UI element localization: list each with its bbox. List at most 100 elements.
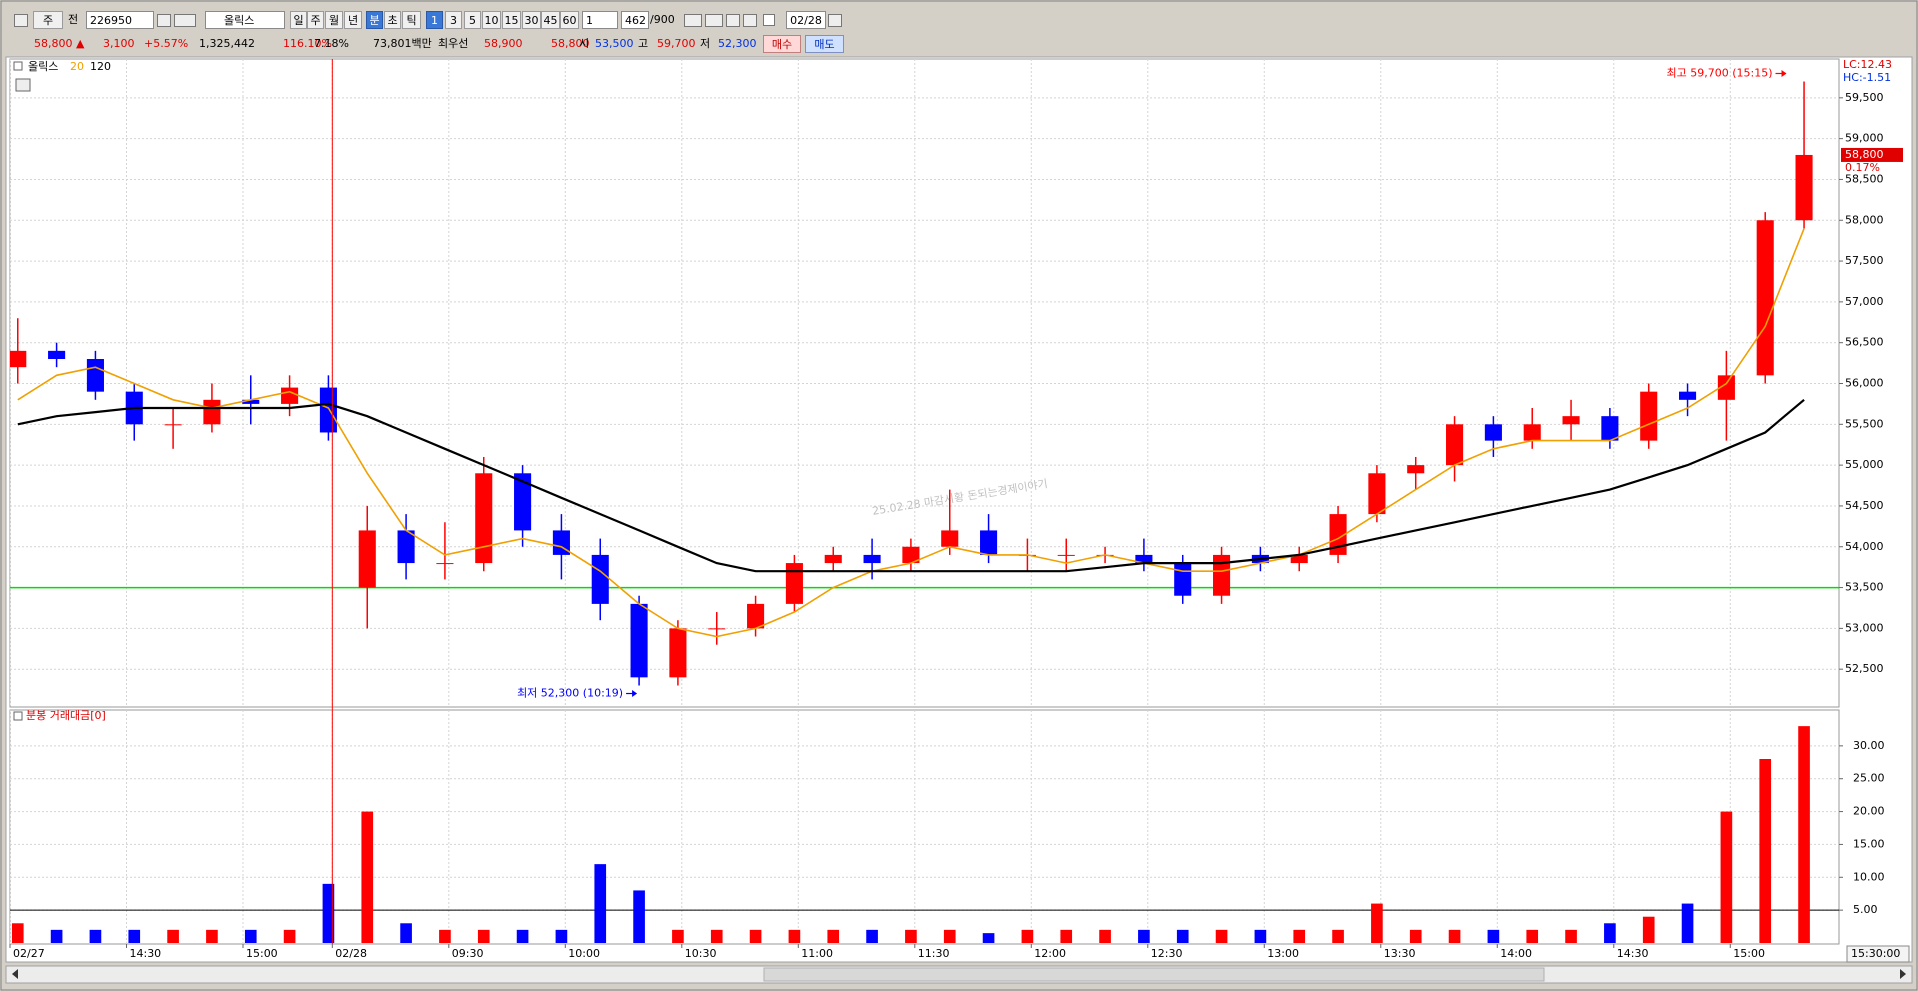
y-tick-label: 56,500 bbox=[1845, 336, 1884, 349]
turnover: 7.18% bbox=[314, 37, 349, 50]
x-tick-label: 02/27 bbox=[13, 947, 45, 960]
annotation: 최고 59,700 (15:15) bbox=[1667, 66, 1773, 79]
y-tick-label: 15.00 bbox=[1853, 837, 1885, 850]
x-tick-label: 14:30 bbox=[129, 947, 161, 960]
panel-tool[interactable] bbox=[15, 78, 31, 92]
legend-ma20: 20 bbox=[70, 60, 84, 73]
scroll-left[interactable] bbox=[12, 969, 18, 979]
x-tick-label: 11:00 bbox=[801, 947, 833, 960]
scroll-right[interactable] bbox=[1900, 969, 1906, 979]
low-price: 52,300 bbox=[718, 37, 757, 50]
trade-value: 73,801백만 bbox=[373, 37, 432, 50]
tool-icon[interactable] bbox=[684, 14, 702, 27]
y-tick-label: 55,500 bbox=[1845, 417, 1884, 430]
scroll-thumb[interactable] bbox=[763, 967, 1545, 982]
interval-button[interactable]: 30 bbox=[522, 11, 541, 29]
stock-code[interactable]: 226950 bbox=[86, 11, 154, 29]
buy-button[interactable]: 매수 bbox=[763, 35, 801, 53]
period-day[interactable]: 일 bbox=[290, 11, 307, 29]
open-label: 시 bbox=[579, 37, 590, 50]
sound-icon[interactable] bbox=[174, 14, 196, 27]
low-label: 저 bbox=[700, 37, 711, 50]
candle-body bbox=[281, 387, 299, 404]
candle-body bbox=[358, 530, 376, 588]
checkbox[interactable] bbox=[763, 14, 775, 26]
candle-body bbox=[10, 350, 27, 368]
volume-bar bbox=[477, 929, 490, 943]
volume-bar bbox=[244, 929, 257, 943]
annotation-arrowhead bbox=[1781, 69, 1787, 77]
volume-ratio: 116.10% bbox=[283, 37, 332, 50]
interval-button[interactable]: 5 bbox=[464, 11, 481, 29]
x-tick-label: 13:00 bbox=[1267, 947, 1299, 960]
volume-bar bbox=[672, 929, 684, 943]
stock-name[interactable]: 올릭스 bbox=[205, 11, 285, 29]
y-tick-label: 25.00 bbox=[1853, 772, 1885, 785]
period-second[interactable]: 초 bbox=[384, 11, 401, 29]
volume-bar bbox=[516, 929, 529, 943]
high-label: 고 bbox=[638, 37, 649, 50]
volume-panel bbox=[9, 709, 1840, 945]
time-cursor-box bbox=[1846, 945, 1910, 963]
volume-bar bbox=[788, 929, 801, 943]
panel-icon[interactable] bbox=[13, 711, 23, 721]
bar-count[interactable]: 462 bbox=[621, 11, 649, 29]
candle-body bbox=[436, 563, 454, 565]
candle-body bbox=[1174, 563, 1192, 596]
ma-line bbox=[17, 228, 1805, 638]
search-icon[interactable] bbox=[157, 14, 171, 27]
interval-select[interactable]: 1 bbox=[582, 11, 618, 29]
interval-button[interactable]: 60 bbox=[560, 11, 579, 29]
interval-button[interactable]: 10 bbox=[482, 11, 501, 29]
date-input[interactable]: 02/28 bbox=[786, 11, 826, 29]
volume-bar bbox=[167, 929, 179, 943]
candle-body bbox=[1135, 554, 1153, 564]
tool-icon[interactable] bbox=[705, 14, 723, 27]
interval-button[interactable]: 1 bbox=[426, 11, 443, 29]
volume-bar bbox=[206, 929, 218, 943]
volume-bar bbox=[827, 929, 840, 943]
calendar-icon[interactable] bbox=[828, 14, 842, 27]
panel-icon[interactable] bbox=[13, 61, 23, 71]
best-ask: 58,900 bbox=[484, 37, 523, 50]
interval-button[interactable]: 45 bbox=[541, 11, 560, 29]
x-tick-label: 10:00 bbox=[568, 947, 600, 960]
sell-button[interactable]: 매도 bbox=[805, 35, 844, 53]
candle-body bbox=[591, 554, 609, 604]
volume-bar bbox=[1138, 929, 1150, 943]
candle-body bbox=[941, 530, 959, 547]
period-minute[interactable]: 분 bbox=[366, 11, 383, 29]
x-tick-label: 14:00 bbox=[1500, 947, 1532, 960]
volume: 1,325,442 bbox=[199, 37, 255, 50]
volume-bar bbox=[1332, 929, 1344, 943]
y-tick-label: 53,000 bbox=[1845, 621, 1884, 634]
tool-icon[interactable] bbox=[14, 14, 28, 27]
period-select[interactable]: 주 bbox=[33, 11, 63, 29]
period-week[interactable]: 주 bbox=[307, 11, 324, 29]
x-tick-label: 15:00 bbox=[1733, 947, 1765, 960]
last-change: 0.17% bbox=[1845, 161, 1880, 174]
save-icon[interactable] bbox=[726, 14, 740, 27]
volume-title: 분봉 거래대금[0] bbox=[26, 709, 106, 722]
period-tick[interactable]: 틱 bbox=[402, 11, 421, 29]
volume-bar bbox=[1215, 929, 1228, 943]
volume-bar bbox=[1526, 929, 1539, 943]
volume-bar bbox=[1487, 929, 1500, 943]
x-tick-label: 02/28 bbox=[335, 947, 367, 960]
y-tick-label: 59,500 bbox=[1845, 91, 1884, 104]
interval-button[interactable]: 15 bbox=[502, 11, 521, 29]
annotation-arrowhead bbox=[632, 690, 638, 698]
volume-bar bbox=[594, 864, 607, 943]
candle-body bbox=[397, 530, 415, 564]
settings-icon[interactable] bbox=[743, 14, 757, 27]
volume-bar bbox=[1060, 929, 1073, 943]
volume-bar bbox=[1565, 929, 1577, 943]
last-price: 58,800 bbox=[1845, 148, 1884, 161]
period-year[interactable]: 년 bbox=[344, 11, 362, 29]
interval-button[interactable]: 3 bbox=[445, 11, 462, 29]
volume-bar bbox=[555, 929, 568, 943]
period-month[interactable]: 월 bbox=[325, 11, 343, 29]
x-tick-label: 12:30 bbox=[1151, 947, 1183, 960]
candle-body bbox=[747, 603, 765, 629]
